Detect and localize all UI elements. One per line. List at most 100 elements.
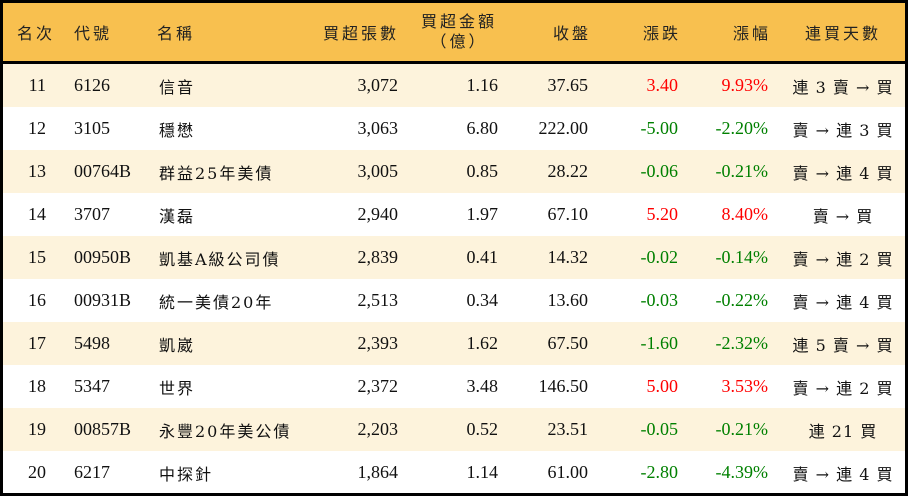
price-change: 3.40 (646, 75, 679, 95)
buy-amount: 0.85 (466, 161, 499, 181)
price-change-pct: 9.93% (721, 75, 769, 95)
stock-name: 世界 (159, 378, 196, 398)
stock-name: 凱基A級公司債 (159, 249, 281, 269)
stock-name: 凱崴 (159, 335, 196, 355)
stock-name: 永豐20年美公債 (159, 421, 292, 441)
buy-amount: 0.52 (466, 419, 499, 439)
price-change: -2.80 (640, 462, 679, 482)
table-header: 名次 代號 名稱 買超張數 買超金額 （億） 收盤 漲跌 漲幅 連買天數 (3, 3, 905, 64)
rank: 13 (28, 161, 46, 181)
table-row[interactable]: 13 00764B 群益25年美債 3,005 0.85 28.22 -0.06… (3, 150, 905, 193)
buy-streak: 賣 → 連 4 買 (792, 292, 894, 312)
rank: 11 (28, 75, 46, 95)
close-price: 146.50 (538, 376, 589, 396)
stock-code: 3105 (74, 118, 110, 138)
table-row[interactable]: 20 6217 中探針 1,864 1.14 61.00 -2.80 -4.39… (3, 451, 905, 494)
stock-code: 6126 (74, 75, 110, 95)
price-change-pct: -0.21% (715, 419, 769, 439)
price-change-pct: -2.32% (715, 333, 769, 353)
header-pct: 漲幅 (732, 24, 771, 43)
price-change-pct: -2.20% (715, 118, 769, 138)
close-price: 13.60 (547, 290, 589, 310)
price-change: -0.06 (640, 161, 679, 181)
buy-lots: 2,203 (357, 419, 399, 439)
buy-amount: 0.34 (466, 290, 499, 310)
buy-streak: 賣 → 買 (812, 206, 874, 226)
header-name: 名稱 (157, 24, 196, 43)
close-price: 28.22 (547, 161, 589, 181)
stock-name: 漢磊 (159, 206, 196, 226)
stock-name: 統一美債20年 (159, 292, 274, 312)
header-buy-amount: 買超金額 （億） (413, 3, 505, 61)
buy-lots: 2,393 (357, 333, 399, 353)
buy-streak: 賣 → 連 3 買 (792, 120, 894, 140)
price-change-pct: -0.22% (715, 290, 769, 310)
stock-code: 00931B (74, 290, 132, 310)
header-buy-lots: 買超張數 (322, 24, 399, 43)
buy-amount: 0.41 (466, 247, 499, 267)
rank: 17 (28, 333, 46, 353)
buy-amount: 3.48 (466, 376, 499, 396)
price-change: -5.00 (640, 118, 679, 138)
price-change: -0.02 (640, 247, 679, 267)
buy-streak: 連 5 賣 → 買 (792, 335, 894, 355)
buy-streak: 連 3 賣 → 買 (792, 77, 894, 97)
table-row[interactable]: 19 00857B 永豐20年美公債 2,203 0.52 23.51 -0.0… (3, 408, 905, 451)
header-change: 漲跌 (642, 24, 681, 43)
close-price: 37.65 (547, 75, 589, 95)
table-row[interactable]: 16 00931B 統一美債20年 2,513 0.34 13.60 -0.03… (3, 279, 905, 322)
rank: 16 (28, 290, 46, 310)
close-price: 67.50 (547, 333, 589, 353)
stock-code: 5498 (74, 333, 110, 353)
buy-lots: 2,372 (357, 376, 399, 396)
price-change-pct: -0.21% (715, 161, 769, 181)
table-row[interactable]: 17 5498 凱崴 2,393 1.62 67.50 -1.60 -2.32%… (3, 322, 905, 365)
price-change-pct: -0.14% (715, 247, 769, 267)
header-buy-amount-label: 買超金額 (420, 12, 497, 31)
table-row[interactable]: 12 3105 穩懋 3,063 6.80 222.00 -5.00 -2.20… (3, 107, 905, 150)
price-change-pct: 3.53% (721, 376, 769, 396)
stock-code: 3707 (74, 204, 110, 224)
stock-name: 中探針 (159, 464, 214, 484)
buy-streak: 賣 → 連 4 買 (792, 464, 894, 484)
rank: 18 (28, 376, 46, 396)
buy-streak: 連 21 買 (808, 421, 878, 441)
table-body: 11 6126 信音 3,072 1.16 37.65 3.40 9.93% 連… (3, 64, 905, 494)
buy-lots: 2,940 (357, 204, 399, 224)
buy-lots: 3,005 (357, 161, 399, 181)
rank: 15 (28, 247, 46, 267)
buy-lots: 2,513 (357, 290, 399, 310)
price-change-pct: -4.39% (715, 462, 769, 482)
buy-amount: 1.62 (466, 333, 499, 353)
stock-name: 信音 (159, 77, 196, 97)
close-price: 67.10 (547, 204, 589, 224)
rank: 20 (28, 462, 46, 482)
close-price: 14.32 (547, 247, 589, 267)
table-row[interactable]: 14 3707 漢磊 2,940 1.97 67.10 5.20 8.40% 賣… (3, 193, 905, 236)
buy-amount: 1.97 (466, 204, 499, 224)
close-price: 222.00 (538, 118, 589, 138)
buy-streak: 賣 → 連 2 買 (792, 249, 894, 269)
header-close: 收盤 (552, 24, 591, 43)
price-change-pct: 8.40% (721, 204, 769, 224)
header-streak: 連買天數 (804, 24, 881, 43)
table-row[interactable]: 11 6126 信音 3,072 1.16 37.65 3.40 9.93% 連… (3, 64, 905, 107)
table-row[interactable]: 15 00950B 凱基A級公司債 2,839 0.41 14.32 -0.02… (3, 236, 905, 279)
header-rank: 名次 (16, 24, 55, 43)
header-buy-amount-unit: （億） (430, 32, 488, 51)
price-change: -1.60 (640, 333, 679, 353)
stock-name: 穩懋 (159, 120, 196, 140)
rank: 19 (28, 419, 46, 439)
close-price: 61.00 (547, 462, 589, 482)
buy-amount: 1.14 (466, 462, 499, 482)
buy-lots: 3,072 (357, 75, 399, 95)
rank: 14 (28, 204, 46, 224)
stock-code: 5347 (74, 376, 110, 396)
table-row[interactable]: 18 5347 世界 2,372 3.48 146.50 5.00 3.53% … (3, 365, 905, 408)
stock-code: 00950B (74, 247, 132, 267)
price-change: -0.03 (640, 290, 679, 310)
buy-lots: 2,839 (357, 247, 399, 267)
buy-streak: 賣 → 連 2 買 (792, 378, 894, 398)
buy-lots: 3,063 (357, 118, 399, 138)
